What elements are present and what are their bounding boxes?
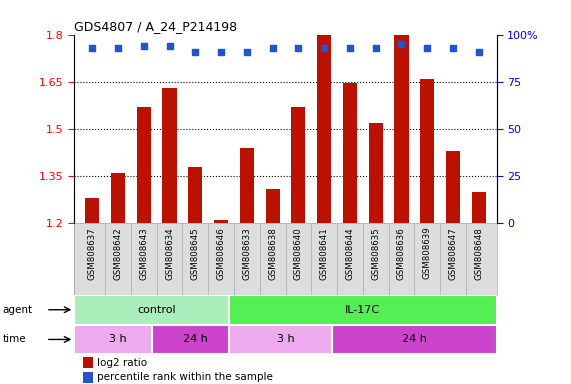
Bar xyxy=(395,35,408,223)
Bar xyxy=(163,88,176,223)
Bar xyxy=(369,122,383,223)
Text: GSM808634: GSM808634 xyxy=(165,227,174,280)
Bar xyxy=(472,192,486,223)
Bar xyxy=(74,324,162,354)
Bar xyxy=(317,35,331,223)
Text: log2 ratio: log2 ratio xyxy=(98,358,147,367)
Bar xyxy=(266,189,280,223)
Point xyxy=(216,48,226,55)
Text: GSM808642: GSM808642 xyxy=(114,227,123,280)
Text: GSM808638: GSM808638 xyxy=(268,227,277,280)
Text: GSM808636: GSM808636 xyxy=(397,227,406,280)
Bar xyxy=(229,324,342,354)
Point xyxy=(114,45,123,51)
Bar xyxy=(83,372,93,382)
Point xyxy=(397,41,406,47)
Point xyxy=(345,45,355,51)
Point xyxy=(448,45,457,51)
Text: GSM808647: GSM808647 xyxy=(448,227,457,280)
Text: control: control xyxy=(138,305,176,315)
Point xyxy=(139,43,148,49)
Text: 3 h: 3 h xyxy=(277,334,294,344)
Bar xyxy=(229,295,497,324)
Point xyxy=(165,43,174,49)
Point xyxy=(423,45,432,51)
Point xyxy=(474,48,483,55)
Point xyxy=(242,48,251,55)
Bar xyxy=(136,107,151,223)
Text: percentile rank within the sample: percentile rank within the sample xyxy=(98,372,274,382)
Bar xyxy=(332,324,497,354)
Bar xyxy=(111,173,125,223)
Point xyxy=(294,45,303,51)
Bar xyxy=(74,295,239,324)
Bar xyxy=(214,220,228,223)
Text: time: time xyxy=(3,334,26,344)
Point xyxy=(268,45,277,51)
Text: GSM808643: GSM808643 xyxy=(139,227,148,280)
Bar xyxy=(420,79,435,223)
Bar xyxy=(188,167,202,223)
Point xyxy=(371,45,380,51)
Text: GSM808639: GSM808639 xyxy=(423,227,432,280)
Text: GSM808648: GSM808648 xyxy=(475,227,483,280)
Point xyxy=(191,48,200,55)
Text: GSM808644: GSM808644 xyxy=(345,227,355,280)
Bar xyxy=(240,148,254,223)
Text: GSM808645: GSM808645 xyxy=(191,227,200,280)
Text: 24 h: 24 h xyxy=(402,334,427,344)
Text: agent: agent xyxy=(3,305,33,315)
Bar xyxy=(291,107,305,223)
Text: GSM808633: GSM808633 xyxy=(242,227,251,280)
Bar xyxy=(343,83,357,223)
Text: GDS4807 / A_24_P214198: GDS4807 / A_24_P214198 xyxy=(74,20,238,33)
Text: 3 h: 3 h xyxy=(109,334,127,344)
Bar xyxy=(85,198,99,223)
Text: GSM808641: GSM808641 xyxy=(320,227,329,280)
Point xyxy=(88,45,97,51)
Text: GSM808640: GSM808640 xyxy=(294,227,303,280)
Text: GSM808646: GSM808646 xyxy=(216,227,226,280)
Bar xyxy=(83,357,93,367)
Text: GSM808635: GSM808635 xyxy=(371,227,380,280)
Point xyxy=(320,45,329,51)
Bar xyxy=(151,324,239,354)
Text: 24 h: 24 h xyxy=(183,334,208,344)
Text: IL-17C: IL-17C xyxy=(345,305,380,315)
Text: GSM808637: GSM808637 xyxy=(88,227,96,280)
Bar xyxy=(446,151,460,223)
